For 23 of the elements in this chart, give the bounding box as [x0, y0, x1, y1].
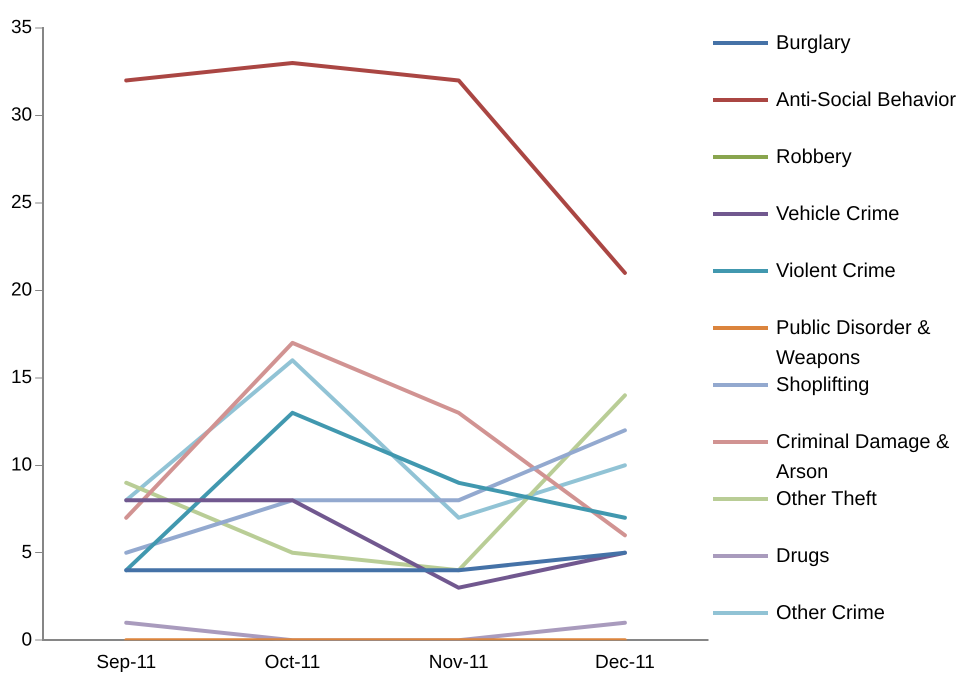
x-tick-label: Oct-11 [264, 652, 320, 673]
legend-label: Other Crime [776, 601, 885, 626]
y-tick-label: 30 [10, 104, 32, 126]
legend-label: Shoplifting [776, 373, 870, 398]
y-tick-label: 20 [10, 280, 32, 301]
legend-label: Burglary [776, 31, 850, 56]
legend-label: Other Theft [776, 487, 877, 512]
legend-label: Robbery [776, 145, 852, 170]
legend-label: Violent Crime [776, 259, 896, 284]
y-tick-label: 25 [10, 192, 32, 214]
legend-label: Vehicle Crime [776, 202, 900, 227]
legend-label: Public Disorder & Weapons [776, 316, 932, 371]
y-tick-label: 10 [10, 454, 32, 476]
y-tick-label: 0 [22, 629, 32, 650]
legend-label: Drugs [776, 544, 830, 569]
legend-label: Anti-Social Behavior [776, 88, 956, 113]
y-tick-label: 35 [10, 17, 32, 38]
x-tick-label: Sep-11 [96, 652, 156, 673]
x-tick-label: Nov-11 [428, 652, 489, 673]
y-tick-label: 15 [10, 367, 32, 388]
y-tick-label: 5 [22, 542, 32, 563]
x-tick-label: Dec-11 [594, 652, 655, 673]
legend-label: Criminal Damage & Arson [776, 430, 950, 485]
